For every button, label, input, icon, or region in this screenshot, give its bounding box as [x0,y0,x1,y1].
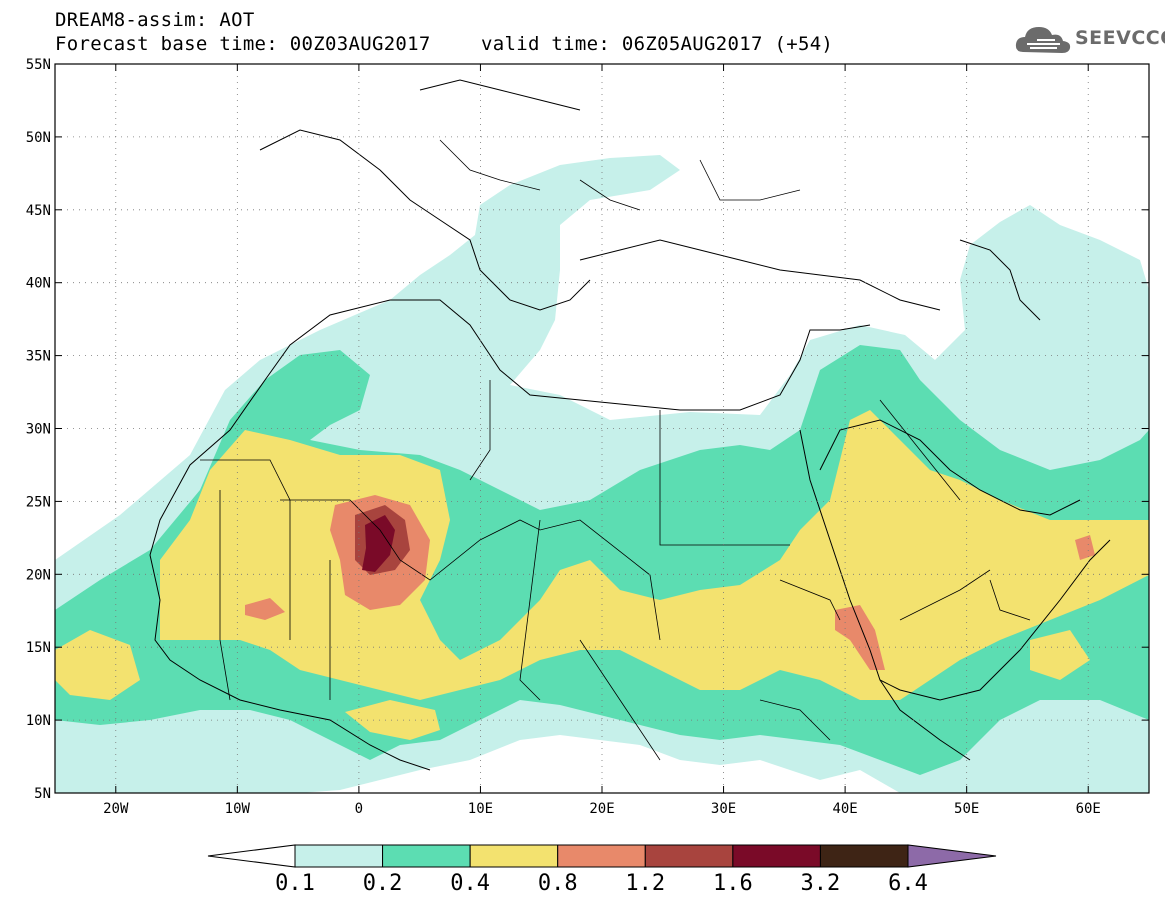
colorbar-label: 0.2 [363,871,403,896]
aot-band-0.8-b [245,598,285,620]
lon-label: 60E [1076,801,1101,817]
lat-label: 35N [26,349,51,365]
colorbar-label: 6.4 [888,871,928,896]
lon-label: 30E [711,801,736,817]
lat-label: 20N [26,567,51,583]
base-time: Forecast base time: 00Z03AUG2017 [55,33,431,55]
aot-band-0.8-c [835,605,885,670]
aot-band-0.4-arabia [915,540,965,575]
lat-label: 10N [26,713,51,729]
valid-time: valid time: 06Z05AUG2017 (+54) [481,33,834,55]
borders [200,139,1031,761]
logo-text: SEEVCCC [1075,27,1165,49]
lat-label: 25N [26,494,51,510]
colorbar-label: 1.2 [625,871,665,896]
colorbar-arrow-low [207,844,296,868]
colorbar-label: 0.1 [275,871,315,896]
lon-label: 20W [103,801,129,817]
lat-label: 55N [26,57,51,73]
graticule [55,64,1149,793]
colorbar: 0.1 0.2 0.4 0.8 1.2 1.6 3.2 6.4 [207,844,997,896]
lat-label: 50N [26,130,51,146]
lat-label: 30N [26,422,51,438]
colorbar-swatch [644,844,734,868]
lat-label: 15N [26,640,51,656]
colorbar-label: 3.2 [801,871,841,896]
colorbar-swatch [382,844,471,868]
lon-label: 10E [468,801,493,817]
colorbar-swatch [819,844,909,868]
aot-band-0.4-ocean [1030,630,1090,680]
aot-band-0.8-d [1075,535,1095,560]
aot-band-0.4-west [55,630,140,700]
lon-label: 10W [225,801,251,817]
colorbar-swatch [294,844,384,868]
lon-label: 0 [355,801,363,817]
lon-label: 50E [954,801,979,817]
colorbar-arrow-high [907,844,997,868]
lat-label: 40N [26,276,51,292]
axis-labels: 55N 50N 45N 40N 35N 30N 25N 20N 15N 10N 5N 20W 10W 0 1… [26,57,1149,817]
coastlines [149,79,1111,771]
lon-label: 40E [832,801,857,817]
cloud-icon [1015,27,1071,53]
aot-band-0.4 [160,410,1149,700]
colorbar-swatch [732,844,821,868]
colorbar-label: 0.4 [450,871,490,896]
colorbar-swatch [557,844,646,868]
colorbar-label: 0.8 [538,871,578,896]
colorbar-label: 1.6 [713,871,753,896]
lat-label: 5N [34,786,51,802]
aot-band-1.6 [362,515,395,572]
map-title: DREAM8-assim: AOT [55,9,255,31]
lon-label: 20E [589,801,614,817]
lat-label: 45N [26,203,51,219]
colorbar-swatch [469,844,559,868]
seevccc-logo: SEEVCCC [1015,22,1165,58]
aot-band-0.4-balkan [345,700,440,740]
forecast-time-line: Forecast base time: 00Z03AUG2017 valid ti… [55,33,833,55]
